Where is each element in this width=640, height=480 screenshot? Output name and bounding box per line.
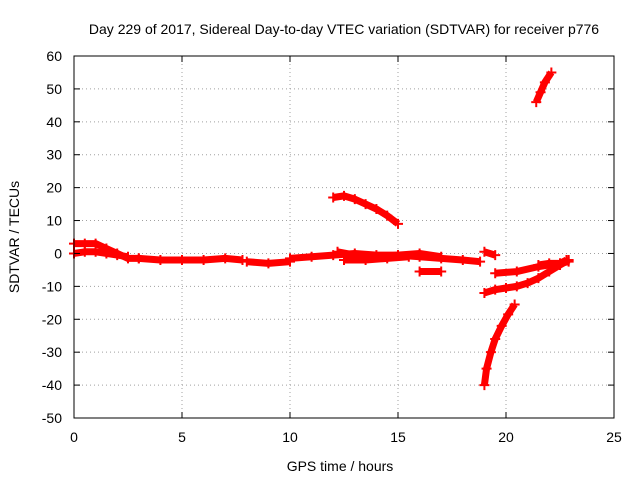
- data-series: [479, 299, 520, 391]
- data-point: [485, 347, 496, 358]
- x-tick-label: 20: [498, 429, 514, 445]
- data-point: [90, 246, 101, 257]
- data-point: [490, 268, 501, 279]
- data-series: [533, 256, 574, 270]
- y-tick-label: -40: [42, 377, 62, 393]
- data-point: [544, 258, 555, 269]
- y-tick-label: -10: [42, 278, 62, 294]
- data-point: [539, 77, 550, 88]
- data-point: [533, 273, 544, 284]
- y-tick-label: -30: [42, 344, 62, 360]
- data-point: [382, 210, 393, 221]
- y-axis-label: SDTVAR / TECUs: [6, 181, 22, 293]
- data-point: [332, 246, 343, 257]
- data-point: [349, 194, 360, 205]
- data-point: [479, 287, 490, 298]
- data-point: [360, 199, 371, 210]
- data-point: [501, 283, 511, 294]
- x-tick-label: 0: [70, 429, 78, 445]
- data-point: [479, 246, 490, 257]
- x-tick-label: 10: [282, 429, 298, 445]
- data-series: [531, 67, 557, 108]
- data-point: [339, 190, 349, 201]
- data-point: [133, 253, 144, 264]
- x-tick-label: 15: [390, 429, 406, 445]
- data-point: [546, 67, 557, 78]
- data-point: [555, 258, 565, 269]
- data-point: [306, 251, 317, 262]
- y-tick-label: 50: [46, 81, 62, 97]
- data-series: [479, 246, 501, 261]
- data-series: [328, 190, 403, 229]
- y-tick-label: 40: [46, 114, 62, 130]
- data-point: [403, 251, 414, 262]
- data-point: [511, 281, 522, 292]
- series-trace: [344, 253, 410, 264]
- series-trace: [533, 70, 555, 104]
- data-point: [101, 248, 112, 259]
- data-series: [414, 266, 447, 277]
- data-point: [496, 320, 507, 331]
- data-point: [241, 256, 252, 267]
- data-point: [414, 266, 425, 277]
- y-tick-label: 0: [54, 245, 62, 261]
- data-point: [112, 250, 123, 261]
- data-point: [490, 334, 501, 345]
- y-tick-label: 20: [46, 180, 62, 196]
- grid: [74, 56, 614, 418]
- data-point: [177, 255, 187, 266]
- data-point: [509, 299, 520, 310]
- series-layer: [69, 67, 574, 391]
- data-series: [241, 256, 295, 269]
- data-point: [328, 192, 339, 203]
- plot-frame: [73, 55, 615, 419]
- data-point: [393, 218, 403, 229]
- data-point: [563, 256, 574, 267]
- data-point: [360, 255, 371, 266]
- data-point: [511, 266, 522, 277]
- data-point: [457, 255, 468, 266]
- x-tick-label: 25: [606, 429, 622, 445]
- data-point: [371, 204, 382, 215]
- data-point: [123, 251, 133, 262]
- data-point: [479, 380, 490, 391]
- x-axis-label: GPS time / hours: [287, 458, 394, 474]
- axis-ticks: 0 5 10 15 20 25 -50 -40 -30 -20 -10 0 10 20 30 40 50 60: [42, 48, 622, 445]
- data-series: [339, 251, 414, 266]
- data-point: [414, 248, 425, 259]
- data-point: [535, 87, 546, 98]
- series-trace: [480, 302, 518, 386]
- data-point: [285, 253, 295, 264]
- data-point: [436, 266, 447, 277]
- chart-title: Day 229 of 2017, Sidereal Day-to-day VTE…: [89, 21, 599, 37]
- data-point: [522, 278, 533, 289]
- data-point: [490, 284, 501, 295]
- data-point: [263, 258, 274, 269]
- data-point: [79, 246, 90, 257]
- data-series: [69, 246, 133, 262]
- y-tick-label: 60: [46, 48, 62, 64]
- data-point: [475, 256, 486, 267]
- data-point: [198, 255, 209, 266]
- y-tick-label: -20: [42, 311, 62, 327]
- y-tick-label: 10: [46, 213, 62, 229]
- data-point: [339, 255, 349, 266]
- data-series: [133, 253, 248, 266]
- data-point: [531, 97, 542, 108]
- x-tick-label: 5: [178, 429, 186, 445]
- data-point: [503, 309, 514, 320]
- data-point: [220, 253, 231, 264]
- data-point: [481, 363, 492, 374]
- data-point: [533, 259, 544, 270]
- y-tick-label: -50: [42, 410, 62, 426]
- data-point: [382, 253, 393, 264]
- data-point: [490, 250, 501, 261]
- data-point: [436, 251, 447, 262]
- data-point: [155, 255, 166, 266]
- y-tick-label: 30: [46, 147, 62, 163]
